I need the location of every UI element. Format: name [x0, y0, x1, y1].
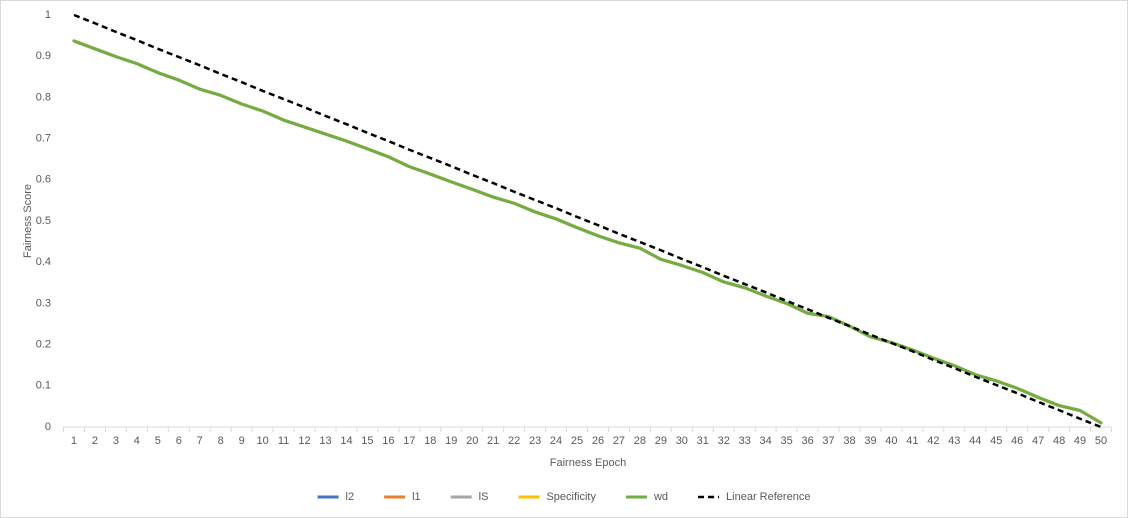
x-tick-label: 47: [1032, 435, 1044, 447]
legend-label: l1: [412, 491, 421, 503]
x-tick-label: 44: [969, 435, 981, 447]
x-tick-label: 30: [676, 435, 688, 447]
y-tick-label: 0.5: [36, 215, 51, 227]
x-tick-label: 49: [1074, 435, 1086, 447]
x-tick-label: 36: [801, 435, 813, 447]
x-tick-label: 8: [218, 435, 224, 447]
x-tick-label: 24: [550, 435, 562, 447]
y-tick-label: 0.7: [36, 133, 51, 145]
x-tick-label: 4: [134, 435, 140, 447]
x-tick-label: 13: [319, 435, 331, 447]
x-tick-label: 34: [760, 435, 772, 447]
x-tick-label: 26: [592, 435, 604, 447]
y-tick-label: 0.9: [36, 50, 51, 62]
y-tick-label: 0.1: [36, 380, 51, 392]
x-tick-label: 19: [445, 435, 457, 447]
y-tick-label: 1: [45, 9, 51, 21]
x-tick-label: 7: [197, 435, 203, 447]
x-tick-label: 46: [1011, 435, 1023, 447]
y-tick-label: 0: [45, 421, 51, 433]
x-tick-label: 31: [697, 435, 709, 447]
x-tick-label: 37: [822, 435, 834, 447]
x-tick-label: 25: [571, 435, 583, 447]
x-tick-label: 39: [864, 435, 876, 447]
x-tick-label: 29: [655, 435, 667, 447]
x-tick-label: 12: [298, 435, 310, 447]
x-tick-label: 20: [466, 435, 478, 447]
x-tick-label: 9: [239, 435, 245, 447]
x-tick-label: 10: [256, 435, 268, 447]
x-tick-label: 5: [155, 435, 161, 447]
x-tick-label: 18: [424, 435, 436, 447]
series-line: [73, 13, 1102, 429]
x-tick-label: 21: [487, 435, 499, 447]
x-tick-label: 17: [403, 435, 415, 447]
x-tick-label: 1: [71, 435, 77, 447]
x-tick-label: 48: [1053, 435, 1065, 447]
x-tick-label: 27: [613, 435, 625, 447]
legend-label: l2: [346, 491, 355, 503]
x-tick-label: 50: [1095, 435, 1107, 447]
legend-label: Linear Reference: [726, 491, 810, 503]
legend-label: Specificity: [546, 491, 596, 503]
x-tick-label: 45: [990, 435, 1002, 447]
x-tick-label: 32: [718, 435, 730, 447]
x-tick-label: 33: [739, 435, 751, 447]
y-tick-label: 0.3: [36, 297, 51, 309]
y-tick-label: 0.4: [36, 256, 51, 268]
x-tick-label: 43: [948, 435, 960, 447]
y-tick-label: 0.2: [36, 339, 51, 351]
x-tick-label: 6: [176, 435, 182, 447]
x-tick-label: 16: [382, 435, 394, 447]
x-tick-label: 2: [92, 435, 98, 447]
y-axis-title: Fairness Score: [22, 184, 34, 258]
x-tick-label: 41: [906, 435, 918, 447]
series-line: [72, 39, 1103, 425]
x-tick-label: 23: [529, 435, 541, 447]
x-tick-label: 40: [885, 435, 897, 447]
x-tick-label: 14: [340, 435, 352, 447]
y-tick-label: 0.8: [36, 91, 51, 103]
x-axis-title: Fairness Epoch: [550, 457, 626, 469]
y-tick-label: 0.6: [36, 174, 51, 186]
x-tick-label: 28: [634, 435, 646, 447]
x-tick-label: 3: [113, 435, 119, 447]
x-tick-label: 15: [361, 435, 373, 447]
x-tick-label: 38: [843, 435, 855, 447]
legend-label: wd: [653, 491, 668, 503]
x-tick-label: 35: [780, 435, 792, 447]
x-tick-label: 42: [927, 435, 939, 447]
x-tick-label: 11: [278, 435, 289, 447]
x-tick-label: 22: [508, 435, 520, 447]
legend-label: lS: [479, 491, 489, 503]
